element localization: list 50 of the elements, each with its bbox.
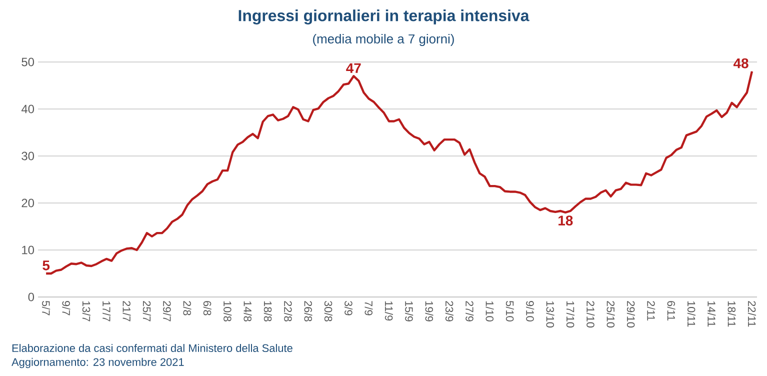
- y-tick-label: 40: [21, 104, 34, 114]
- x-tick-label: 10/11: [687, 301, 696, 327]
- x-tick-label: 19/9: [425, 301, 434, 322]
- x-tick-label: 7/9: [364, 301, 373, 316]
- x-tick-label: 14/11: [708, 301, 716, 327]
- y-tick-label: 50: [22, 58, 34, 66]
- y-tick-label: 30: [22, 152, 34, 160]
- x-tick-label: 3/9: [344, 300, 353, 316]
- x-tick-label: 25/7: [142, 301, 151, 322]
- x-tick-label: 17/10: [566, 301, 574, 328]
- data-label: 5: [42, 260, 50, 270]
- data-label: 48: [733, 58, 748, 68]
- x-tick-label: 13/10: [546, 301, 554, 328]
- text: Elaborazione da casi confermati dal Ministero della Salute: [12, 344, 292, 352]
- x-tick-label: 6/11: [667, 301, 676, 321]
- y-tick-label: 20: [22, 198, 34, 208]
- x-tick-label: 15/9: [405, 301, 414, 322]
- x-tick-label: 27/9: [466, 301, 474, 322]
- x-tick-label: 18/8: [264, 301, 272, 322]
- text: Aggiornamento: 23 novembre 2021: [12, 358, 184, 368]
- x-tick-label: 6/8: [203, 301, 212, 316]
- x-tick-label: 25/10: [606, 301, 615, 328]
- x-tick-label: 5/10: [506, 300, 514, 322]
- x-tick-label: 21/10: [586, 301, 595, 328]
- y-tick-label: 10: [22, 246, 34, 254]
- x-tick-label: 17/7: [102, 301, 111, 322]
- x-tick-label: 2/8: [183, 301, 192, 316]
- x-tick-label: 18/11: [728, 301, 736, 327]
- data-label: 18: [558, 216, 573, 226]
- x-tick-label: 21/7: [122, 301, 131, 322]
- y-tick-label: 0: [28, 292, 34, 302]
- x-tick-label: 22/8: [284, 301, 292, 322]
- x-tick-label: 1/10: [486, 301, 494, 322]
- x-tick-label: 5/7: [42, 300, 50, 316]
- x-tick-label: 10/8: [224, 301, 232, 322]
- x-tick-label: 29/10: [626, 301, 635, 328]
- x-tick-label: 30/8: [324, 300, 332, 322]
- x-tick-label: 11/9: [384, 301, 393, 321]
- x-tick-label: 14/8: [244, 301, 252, 322]
- x-tick-label: 26/8: [304, 301, 312, 322]
- x-tick-label: 9/7: [62, 301, 70, 316]
- x-tick-label: 13/7: [82, 301, 90, 322]
- x-tick-label: 29/7: [163, 301, 172, 322]
- x-tick-label: 2/11: [647, 301, 656, 321]
- data-label: 47: [346, 63, 361, 73]
- chart-title: Ingressi giornalieri in terapia intensiva: [238, 10, 530, 24]
- x-tick-label: 9/10: [526, 301, 534, 322]
- x-tick-label: 22/11: [748, 301, 756, 327]
- chart-subtitle: (media mobile a 7 giorni): [313, 34, 454, 46]
- x-tick-label: 23/9: [445, 301, 454, 322]
